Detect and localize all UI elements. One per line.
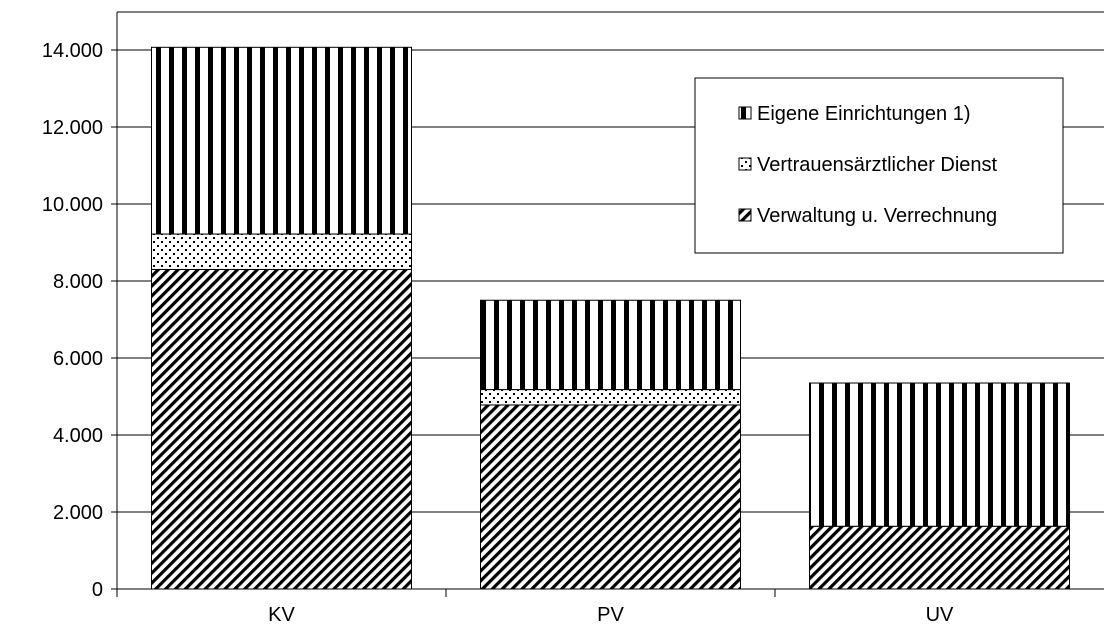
legend-label-vertrauens-rztlicher-dienst: Vertrauensärztlicher Dienst <box>757 154 998 176</box>
x-tick-label: PV <box>597 604 624 626</box>
y-tick-label: 8.000 <box>53 271 103 293</box>
y-tick-label: 4.000 <box>53 425 103 447</box>
y-tick-label: 10.000 <box>42 194 103 216</box>
bar-pv-vertrauens-rztlicher-dienst <box>480 389 741 406</box>
bar-pv-eigene-einrichtungen-1 <box>480 299 741 391</box>
y-tick-label: 6.000 <box>53 348 103 370</box>
bar-kv-verwaltung-u-verrechnung <box>151 268 412 590</box>
axes: 0 2.000 4.000 6.000 8.000 10.000 12.000 14.000 K… <box>42 11 1104 626</box>
bar-kv-eigene-einrichtungen-1 <box>151 46 412 235</box>
legend-swatch-vertrauens-rztlicher-dienst <box>738 157 752 171</box>
y-tick-label: 12.000 <box>42 117 103 139</box>
y-tick-label: 0 <box>92 579 103 601</box>
bar-pv-verwaltung-u-verrechnung <box>480 404 741 590</box>
legend: Eigene Einrichtungen 1) Vertrauensärztlic… <box>694 77 1064 254</box>
legend-label-verwaltung-u-verrechnung: Verwaltung u. Verrechnung <box>757 205 997 227</box>
bar-uv-eigene-einrichtungen-1 <box>809 382 1070 527</box>
legend-swatch-verwaltung-u-verrechnung <box>738 208 752 222</box>
legend-label-eigene-einrichtungen-1: Eigene Einrichtungen 1) <box>757 103 970 125</box>
x-tick-label: KV <box>268 604 295 626</box>
legend-swatch-eigene-einrichtungen-1 <box>738 106 752 120</box>
legend-box <box>694 77 1064 254</box>
y-tick-label: 14.000 <box>42 40 103 62</box>
bar-kv-vertrauens-rztlicher-dienst <box>151 233 412 270</box>
x-tick-label: UV <box>926 604 954 626</box>
bars <box>151 46 1070 590</box>
bar-uv-verwaltung-u-verrechnung <box>809 525 1070 590</box>
y-tick-label: 2.000 <box>53 502 103 524</box>
